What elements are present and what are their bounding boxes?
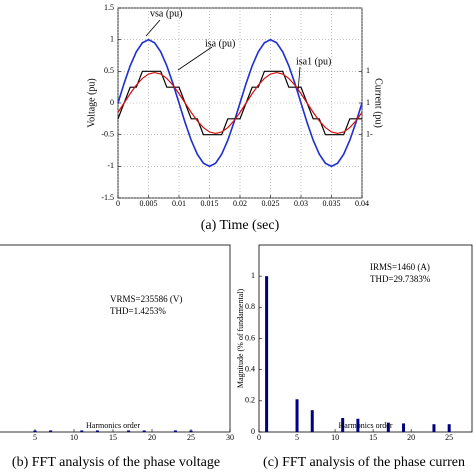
- x-tick-label: 30: [226, 433, 234, 442]
- bar: [189, 430, 193, 432]
- bar: [127, 430, 131, 432]
- y2-tick-label: 1: [366, 98, 370, 107]
- series-line: [117, 38, 363, 168]
- annotation: THD=1.4253%: [110, 306, 166, 316]
- annotation: IRMS=1460 (A): [370, 262, 430, 272]
- x-tick-label: 20: [407, 433, 415, 442]
- y-tick-label: 0.2: [245, 396, 255, 405]
- bar: [49, 430, 53, 432]
- bar: [173, 430, 177, 432]
- x-tick-label: 0.02: [233, 199, 247, 208]
- x-tick-label: 0.025: [262, 199, 280, 208]
- bar: [295, 399, 299, 432]
- annotation: THD=29.7383%: [370, 274, 431, 284]
- caption: (c) FFT analysis of the phase curren: [263, 455, 465, 470]
- bar: [402, 423, 406, 432]
- x-axis-label: Harmonics order: [86, 421, 140, 430]
- x-tick-label: 0.03: [294, 199, 308, 208]
- bar: [310, 410, 314, 432]
- bar: [33, 430, 37, 432]
- bar: [265, 276, 269, 432]
- bar: [80, 430, 84, 432]
- x-tick-label: 10: [70, 433, 78, 442]
- y-tick-label: -0.5: [101, 129, 114, 138]
- y-tick-label: 0.4: [245, 364, 255, 373]
- bar: [95, 430, 99, 432]
- x-tick-label: 25: [445, 433, 453, 442]
- y-tick-label: -1.5: [101, 193, 114, 202]
- y-tick-label: -1: [107, 161, 114, 170]
- x-axis-label: Harmonics order: [339, 421, 393, 430]
- y-tick-label: 1.5: [104, 3, 114, 12]
- x-tick-label: 5: [33, 433, 37, 442]
- y-tick-label: 0.5: [104, 66, 114, 75]
- y-tick-label: 0: [110, 98, 114, 107]
- annotation: VRMS=235586 (V): [110, 294, 182, 304]
- x-tick-label: 0.01: [172, 199, 186, 208]
- y-tick-label: 1: [251, 271, 255, 280]
- y2-tick-label: 1-: [366, 129, 373, 138]
- y-axis-label: Voltage (pu): [86, 78, 97, 128]
- bar: [341, 417, 345, 432]
- x-tick-label: 20: [148, 433, 156, 442]
- arrow: [177, 46, 213, 71]
- y-tick-label: 0.8: [245, 302, 255, 311]
- x-tick-label: 0.015: [201, 199, 219, 208]
- x-axis-label: (a) Time (sec): [201, 218, 280, 233]
- x-tick-label: 0.005: [140, 199, 158, 208]
- x-tick-label: 15: [369, 433, 377, 442]
- x-tick-label: 0.04: [355, 199, 369, 208]
- caption: (b) FFT analysis of the phase voltage: [12, 455, 220, 470]
- y-axis-label: Magnitude (% of fundamental): [236, 289, 245, 389]
- bar: [142, 430, 146, 432]
- arrow: [145, 19, 161, 37]
- x-tick-label: 0.035: [323, 199, 341, 208]
- x-tick-label: 25: [187, 433, 195, 442]
- y-tick-label: 0.6: [245, 333, 255, 342]
- x-tick-label: 0: [257, 433, 261, 442]
- series-line: [117, 70, 362, 136]
- arrow: [297, 66, 301, 93]
- series-line: [117, 71, 363, 135]
- series-annotation: isa (pu): [205, 38, 235, 49]
- bar: [386, 422, 390, 432]
- x-tick-label: 10: [331, 433, 339, 442]
- y-tick-label: 0: [251, 427, 255, 436]
- bar: [432, 424, 436, 432]
- x-tick-label: 5: [295, 433, 299, 442]
- series-annotation: vsa (pu): [150, 8, 183, 19]
- series-annotation: isa1 (pu): [296, 56, 331, 67]
- bar: [447, 424, 451, 432]
- y2-axis-label: Current (pu): [373, 78, 384, 128]
- y-tick-label: 1: [110, 34, 114, 43]
- x-tick-label: 15: [109, 433, 117, 442]
- y2-tick-label: 1: [366, 66, 370, 75]
- bar: [356, 418, 360, 432]
- x-tick-label: 0: [116, 199, 120, 208]
